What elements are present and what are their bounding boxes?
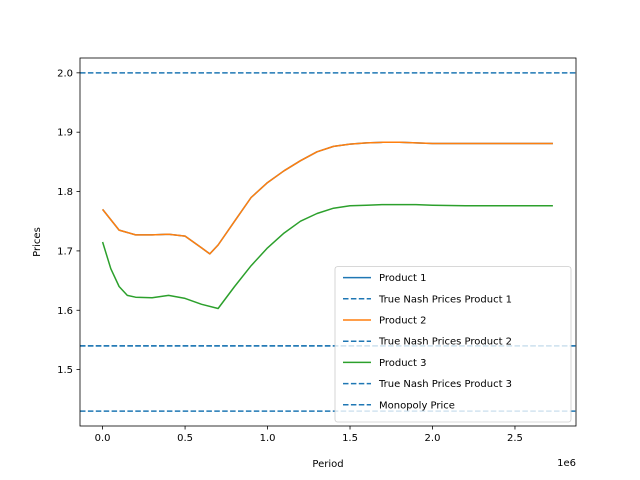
series-lines [101,141,553,310]
y-tick-label: 1.9 [57,128,73,139]
x-tick-label: 2.0 [425,433,441,444]
y-tick-label: 1.6 [57,306,73,317]
y-tick-label: 1.8 [57,187,73,198]
x-tick-label: 0.5 [177,433,193,444]
x-axis-offset-label: 1e6 [557,458,576,469]
legend-label: True Nash Prices Product 1 [378,294,512,305]
x-axis-label: Period [312,459,343,470]
legend-label: Monopoly Price [379,400,455,411]
x-tick-label: 1.5 [342,433,358,444]
y-tick-label: 2.0 [57,68,73,79]
legend-label: Product 1 [379,273,427,284]
series-line-5 [101,203,553,310]
legend: Product 1 True Nash Prices Product 1 Produ… [334,266,572,423]
plot-area-frame [79,57,577,427]
y-axis: 1.5 1.6 1.7 1.8 1.9 2.0 [57,68,80,376]
legend-box [334,266,572,423]
legend-label: Product 2 [379,316,427,327]
legend-label: True Nash Prices Product 2 [378,337,512,348]
legend-label: True Nash Prices Product 3 [378,379,512,390]
x-tick-label: 2.5 [507,433,523,444]
series-line-3 [102,141,553,255]
y-axis-label: Prices [32,227,43,257]
x-axis: 0.0 0.5 1.0 1.5 2.0 2.5 [95,426,523,444]
legend-label: Product 3 [379,358,427,369]
x-tick-label: 1.0 [260,433,276,444]
x-tick-label: 0.0 [95,433,111,444]
y-tick-label: 1.7 [57,246,73,257]
y-tick-label: 1.5 [57,365,73,376]
